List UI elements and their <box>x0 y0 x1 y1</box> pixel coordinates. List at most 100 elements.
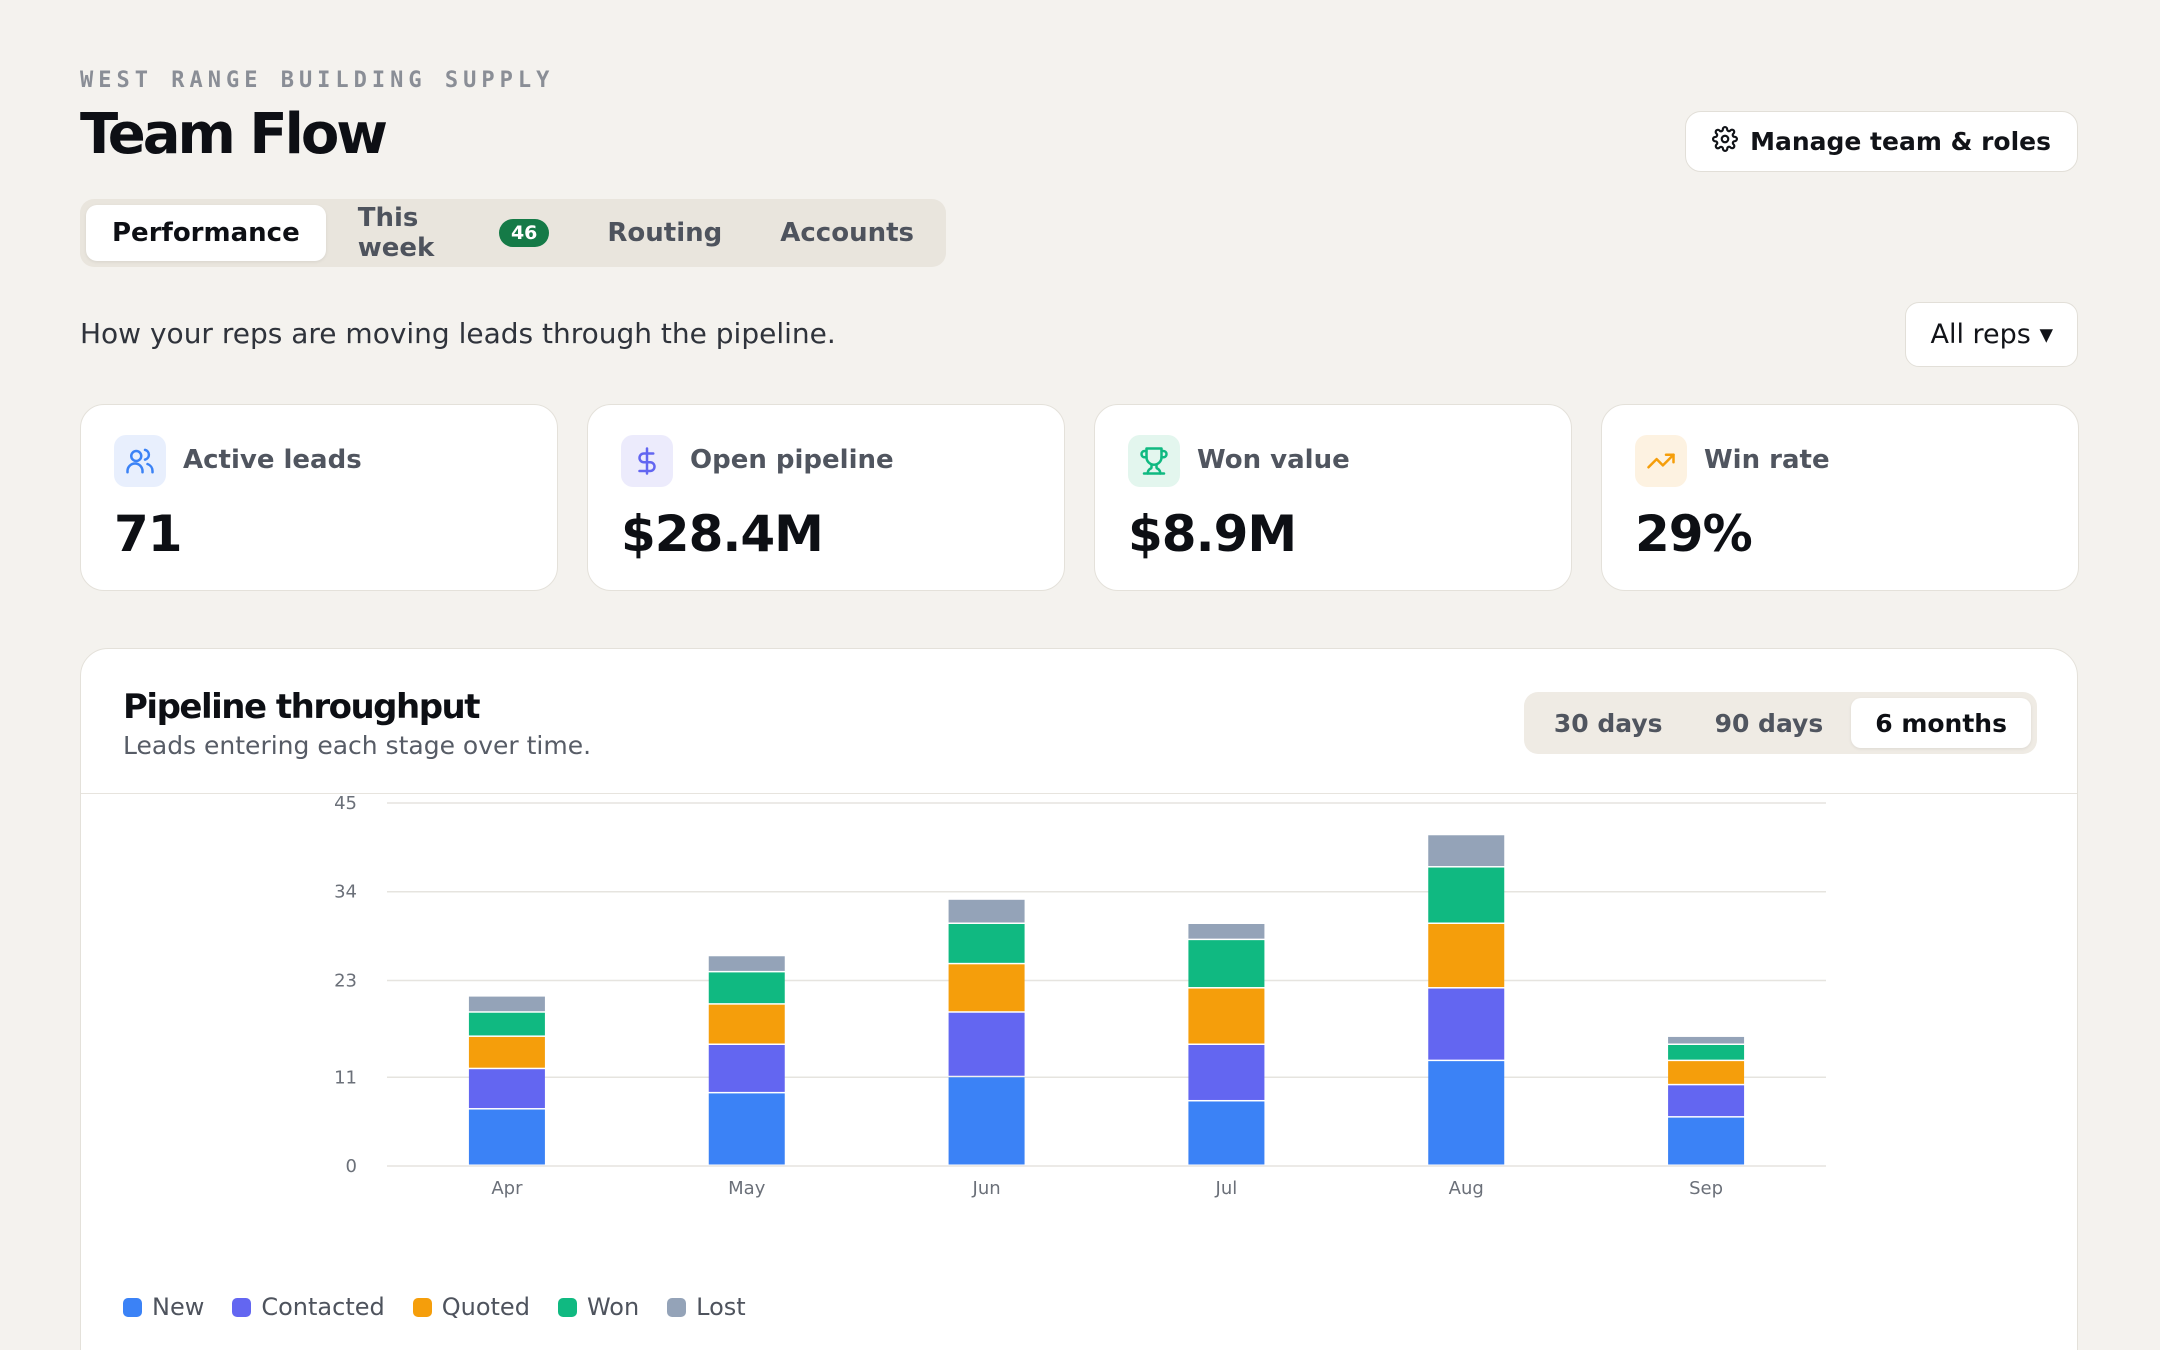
bar-segment-new-sep[interactable] <box>1668 1117 1745 1165</box>
y-tick-label: 0 <box>346 1156 357 1177</box>
kpi-card-open-pipeline: Open pipeline $28.4M <box>587 404 1065 591</box>
legend-swatch <box>412 1297 432 1317</box>
kpi-value: $28.4M <box>621 505 824 563</box>
chart-title: Pipeline throughput <box>123 687 481 727</box>
bar-segment-won-may[interactable] <box>708 972 785 1004</box>
bar-segment-won-sep[interactable] <box>1668 1045 1745 1060</box>
legend-label: Lost <box>696 1293 746 1321</box>
tab-label: Accounts <box>780 218 914 248</box>
kpi-card-won-value: Won value $8.9M <box>1094 404 1572 591</box>
bar-segment-quoted-may[interactable] <box>708 1004 785 1044</box>
trophy-icon <box>1128 435 1180 487</box>
page-subtitle: How your reps are moving leads through t… <box>80 317 836 350</box>
bar-segment-lost-aug[interactable] <box>1428 835 1505 867</box>
x-tick-label: May <box>728 1178 766 1199</box>
bar-segment-new-jun[interactable] <box>948 1077 1025 1165</box>
chart-legend: New Contacted Quoted Won Lost <box>123 1293 746 1321</box>
legend-label: Won <box>586 1293 640 1321</box>
legend-label: Quoted <box>441 1293 530 1321</box>
kpi-label: Open pipeline <box>690 445 894 475</box>
kpi-value: $8.9M <box>1128 505 1297 563</box>
legend-swatch <box>667 1297 687 1317</box>
y-tick-label: 45 <box>334 794 357 814</box>
pipeline-throughput-card: Pipeline throughput Leads entering each … <box>80 648 2078 1350</box>
bar-segment-lost-jul[interactable] <box>1188 924 1265 939</box>
legend-label: Contacted <box>261 1293 385 1321</box>
divider <box>81 793 2077 794</box>
stacked-bar-chart: 0 11 23 34 45 Apr May Jun Jul Aug Sep <box>334 794 1826 1199</box>
legend-item-lost[interactable]: Lost <box>667 1293 746 1321</box>
bar-segment-quoted-jul[interactable] <box>1188 988 1265 1044</box>
y-tick-label: 34 <box>334 882 357 903</box>
kpi-card-win-rate: Win rate 29% <box>1601 404 2079 591</box>
bar-segment-won-apr[interactable] <box>468 1012 545 1036</box>
range-90-days[interactable]: 90 days <box>1714 708 1824 738</box>
tab-this-week[interactable]: This week 46 <box>332 203 576 263</box>
time-range-toggle: 30 days 90 days 6 months <box>1523 692 2037 754</box>
bar-segment-quoted-aug[interactable] <box>1428 924 1505 988</box>
bar-segment-lost-may[interactable] <box>708 956 785 971</box>
gear-icon <box>1712 125 1739 158</box>
bar-segment-lost-jun[interactable] <box>948 899 1025 923</box>
y-tick-label: 11 <box>334 1067 357 1088</box>
y-tick-label: 23 <box>334 970 357 991</box>
bar-segment-lost-sep[interactable] <box>1668 1036 1745 1044</box>
legend-swatch <box>123 1297 142 1317</box>
tab-label: Routing <box>607 218 723 248</box>
tab-label: Performance <box>112 218 300 248</box>
legend-label: New <box>152 1293 205 1321</box>
tab-label: This week <box>357 203 435 263</box>
bar-segment-quoted-jun[interactable] <box>948 964 1025 1012</box>
kpi-label: Active leads <box>183 445 362 475</box>
legend-swatch <box>557 1297 577 1317</box>
legend-item-new[interactable]: New <box>123 1293 204 1321</box>
manage-team-button[interactable]: Manage team & roles <box>1685 111 2078 172</box>
users-icon <box>114 435 166 487</box>
kpi-label: Won value <box>1197 445 1350 475</box>
tab-accounts[interactable]: Accounts <box>754 205 940 261</box>
kpi-value: 29% <box>1635 505 1753 563</box>
x-tick-label: Jul <box>1215 1178 1238 1199</box>
view-tabs: Performance This week 46 Routing Account… <box>80 199 946 267</box>
bar-segment-quoted-sep[interactable] <box>1668 1061 1745 1084</box>
bar-segment-contacted-jun[interactable] <box>948 1012 1025 1076</box>
range-6-months[interactable]: 6 months <box>1851 698 2031 748</box>
bar-segment-lost-apr[interactable] <box>468 996 545 1012</box>
count-badge: 46 <box>498 219 550 247</box>
bar-segment-won-jul[interactable] <box>1188 940 1265 988</box>
company-name: WEST RANGE BUILDING SUPPLY <box>80 68 555 93</box>
legend-swatch <box>232 1297 252 1317</box>
kpi-label: Win rate <box>1704 445 1830 475</box>
page-title: Team Flow <box>80 102 388 167</box>
bar-segment-won-aug[interactable] <box>1428 867 1505 923</box>
manage-team-label: Manage team & roles <box>1750 127 2051 156</box>
x-tick-label: Jun <box>972 1178 1001 1199</box>
bar-segment-contacted-aug[interactable] <box>1428 988 1505 1060</box>
legend-item-won[interactable]: Won <box>557 1293 640 1321</box>
bar-segment-contacted-sep[interactable] <box>1668 1085 1745 1117</box>
dollar-icon <box>621 435 673 487</box>
legend-item-contacted[interactable]: Contacted <box>232 1293 385 1321</box>
kpi-card-active-leads: Active leads 71 <box>80 404 558 591</box>
x-tick-label: Aug <box>1449 1178 1484 1199</box>
bar-segment-new-may[interactable] <box>708 1093 785 1165</box>
bar-segment-new-jul[interactable] <box>1188 1101 1265 1165</box>
bar-segment-contacted-apr[interactable] <box>468 1069 545 1109</box>
reps-filter-select[interactable]: All reps ▾ <box>1905 302 2078 367</box>
bar-segment-contacted-jul[interactable] <box>1188 1045 1265 1100</box>
bar-segment-contacted-may[interactable] <box>708 1045 785 1092</box>
range-30-days[interactable]: 30 days <box>1553 708 1663 738</box>
trending-up-icon <box>1635 435 1687 487</box>
x-tick-label: Sep <box>1689 1178 1723 1199</box>
tab-routing[interactable]: Routing <box>581 205 748 261</box>
chart-subtitle: Leads entering each stage over time. <box>123 731 592 760</box>
bar-segment-new-aug[interactable] <box>1428 1061 1505 1165</box>
bar-segment-quoted-apr[interactable] <box>468 1036 545 1068</box>
legend-item-quoted[interactable]: Quoted <box>412 1293 530 1321</box>
x-tick-label: Apr <box>491 1178 523 1199</box>
tab-performance[interactable]: Performance <box>86 205 326 261</box>
kpi-row: Active leads 71 Open pipeline $28.4M Won… <box>80 404 2079 591</box>
bar-segment-won-jun[interactable] <box>948 924 1025 963</box>
kpi-value: 71 <box>114 505 183 563</box>
bar-segment-new-apr[interactable] <box>468 1109 545 1165</box>
